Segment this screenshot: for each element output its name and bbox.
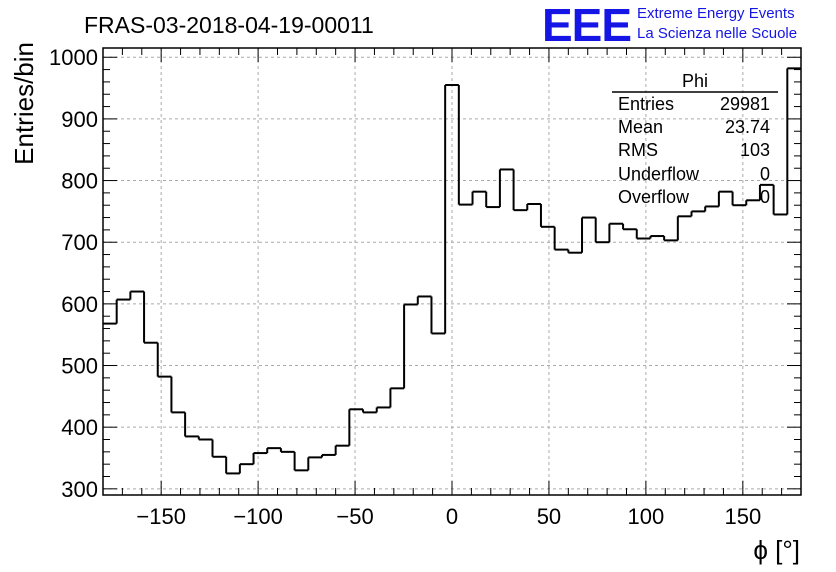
x-tick-label: −50 [336,504,373,529]
y-tick-label: 600 [61,292,98,317]
y-tick-label: 700 [61,230,98,255]
y-tick-label: 300 [61,477,98,502]
logo-eee-text: EEE [542,0,631,51]
x-tick-label: −150 [136,504,186,529]
x-tick-label: 150 [724,504,761,529]
y-tick-label: 1000 [49,45,98,70]
stats-overflow-value: 0 [760,187,770,207]
logo-line-2: La Scienza nelle Scuole [637,25,797,42]
stats-entries-label: Entries [618,94,674,114]
x-axis-label: ϕ [°] [753,535,800,565]
grid-lines [103,48,801,495]
stats-box: Phi Entries 29981 Mean 23.74 RMS 103 Und… [612,71,778,207]
histogram-series [103,67,801,475]
x-tick-label: 0 [446,504,458,529]
x-axis-ticks: −150 −100 −50 0 50 100 150 [102,48,802,529]
x-tick-label: 100 [628,504,665,529]
y-tick-label: 400 [61,415,98,440]
eee-logo: EEE Extreme Energy Events La Scienza nel… [542,0,797,51]
stats-overflow-label: Overflow [618,187,690,207]
y-axis-label: Entries/bin [9,42,39,165]
stats-mean-label: Mean [618,117,663,137]
stats-mean-value: 23.74 [725,117,770,137]
y-tick-label: 500 [61,354,98,379]
stats-rms-label: RMS [618,140,658,160]
stats-title: Phi [682,71,708,91]
y-axis-ticks: 300 400 500 600 700 800 900 1000 [49,45,801,502]
y-tick-label: 800 [61,169,98,194]
stats-underflow-label: Underflow [618,164,700,184]
stats-underflow-value: 0 [760,164,770,184]
x-tick-label: −100 [233,504,283,529]
x-tick-label: 50 [537,504,561,529]
stats-entries-value: 29981 [720,94,770,114]
chart-title: FRAS-03-2018-04-19-00011 [84,12,374,38]
y-tick-label: 900 [61,107,98,132]
stats-rms-value: 103 [740,140,770,160]
logo-line-1: Extreme Energy Events [637,5,795,22]
